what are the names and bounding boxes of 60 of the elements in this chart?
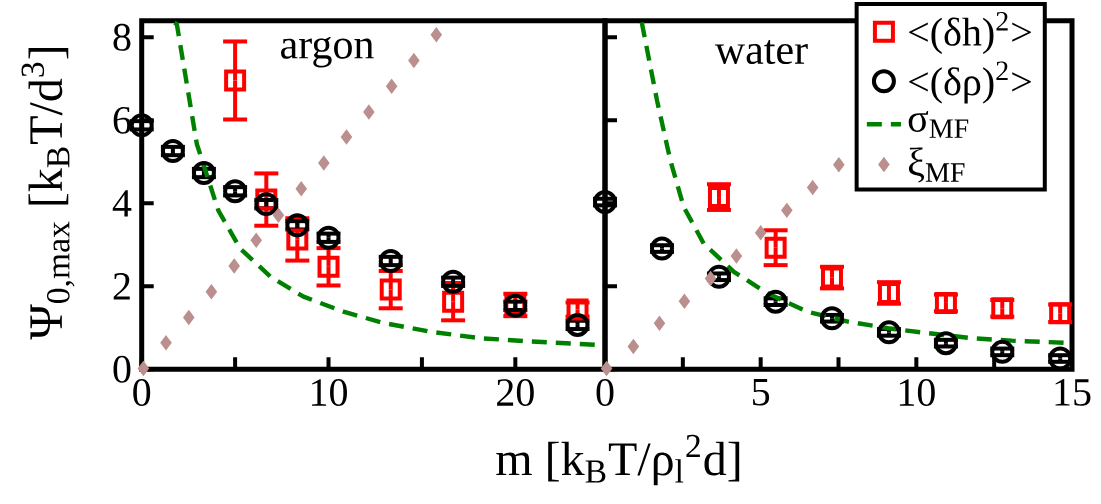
point (764, 236, 787, 259)
annotation: water (714, 40, 808, 65)
point (273, 208, 284, 222)
point (441, 269, 466, 294)
x-tick-label: 0 (133, 379, 151, 407)
y-axis-title: Ψ$_{0,max}$ [k$_{B}$T/d$^{3}$] (21, 47, 75, 340)
point (223, 179, 248, 204)
point (654, 316, 665, 330)
legend-label: <(δρ)$^{2}$> (909, 61, 1031, 104)
point (781, 203, 793, 217)
point (160, 336, 172, 350)
point (206, 285, 217, 299)
point (763, 289, 788, 314)
point (191, 161, 216, 186)
point (228, 259, 240, 273)
point (316, 225, 341, 250)
point (807, 181, 818, 194)
annotation: argon (281, 36, 374, 68)
point (731, 249, 742, 263)
point (379, 278, 402, 301)
point (833, 158, 845, 172)
x-tick-label: 5 (753, 379, 770, 406)
legend-label: ξ$_{MF}$ (908, 147, 965, 183)
point (295, 182, 307, 196)
x-tick-label: 20 (497, 379, 534, 407)
legend-label: <(δh)$^{2}$> (909, 11, 1031, 54)
point (386, 79, 397, 93)
point (341, 130, 352, 144)
point (819, 306, 844, 331)
y-tick-label: 4 (112, 190, 132, 217)
legend-label: σ$_{MF}$ (908, 111, 969, 138)
point (160, 139, 185, 164)
point (250, 233, 262, 247)
point (876, 320, 901, 345)
point (679, 294, 690, 308)
point (224, 69, 247, 92)
y-tick-label: 8 (113, 23, 131, 51)
point (129, 113, 154, 138)
point (317, 255, 340, 278)
y-tick-label: 2 (113, 273, 130, 300)
point (431, 28, 442, 42)
point (593, 190, 618, 215)
point (649, 236, 674, 261)
point (318, 156, 330, 170)
point (183, 311, 195, 324)
point (628, 340, 639, 353)
x-tick-label: 0 (596, 379, 614, 407)
x-tick-label: 10 (899, 379, 935, 407)
point (933, 331, 958, 356)
point (755, 226, 766, 240)
point (990, 339, 1015, 364)
x-tick-label: 10 (312, 379, 347, 407)
point (378, 248, 403, 273)
y-tick-label: 6 (113, 106, 131, 134)
x-tick-label: 15 (1055, 379, 1091, 406)
point (706, 264, 731, 289)
point (254, 192, 279, 217)
x-axis-title: m [k$_{B}$T/ρ$_{l}$$^{2}$d] (496, 434, 740, 486)
point (363, 105, 375, 119)
y-tick-label: 0 (113, 355, 131, 383)
